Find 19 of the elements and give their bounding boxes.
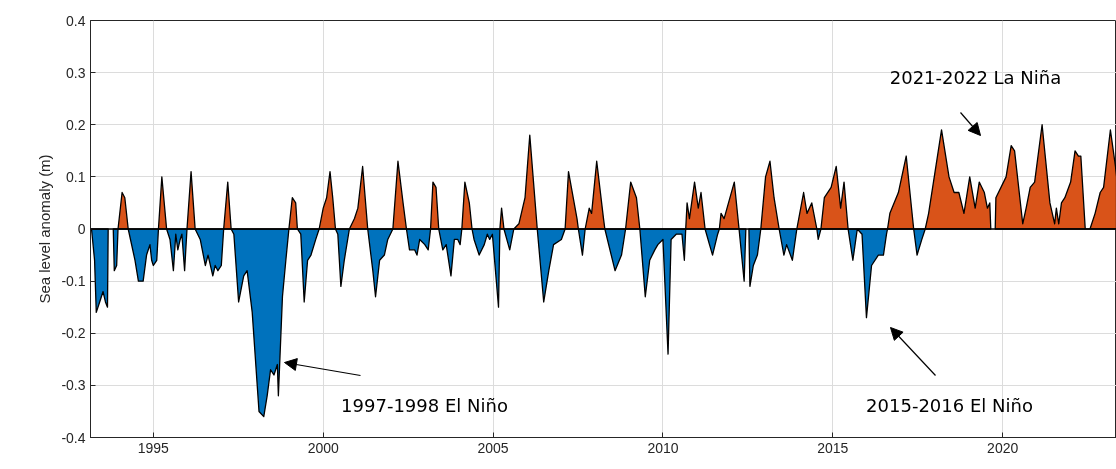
y-tick-label: 0.4 (66, 12, 86, 29)
x-tick-label: 2005 (477, 439, 509, 456)
y-tick-label: 0.1 (66, 168, 86, 185)
y-tick-label: -0.2 (61, 325, 86, 342)
annotation: 2021-2022 La Niña (889, 67, 1062, 88)
x-tick-label: 2000 (307, 439, 339, 456)
y-tick-label: -0.4 (61, 429, 86, 446)
y-tick-label: 0.2 (66, 116, 86, 133)
y-tick-label: 0.3 (66, 64, 86, 81)
y-axis-title: Sea level anomaly (m) (36, 154, 54, 304)
x-tick-label: 2015 (817, 439, 849, 456)
y-tick-label: -0.1 (61, 273, 86, 290)
x-tick-label: 2010 (647, 439, 679, 456)
y-tick-label: 0 (77, 221, 86, 237)
annotation: 2015-2016 El Niño (866, 395, 1033, 416)
x-tick-label: 1995 (137, 439, 170, 456)
y-tick-label: -0.3 (61, 377, 86, 394)
x-tick-label: 2020 (987, 439, 1019, 456)
annotation: 1997-1998 El Niño (341, 395, 508, 416)
